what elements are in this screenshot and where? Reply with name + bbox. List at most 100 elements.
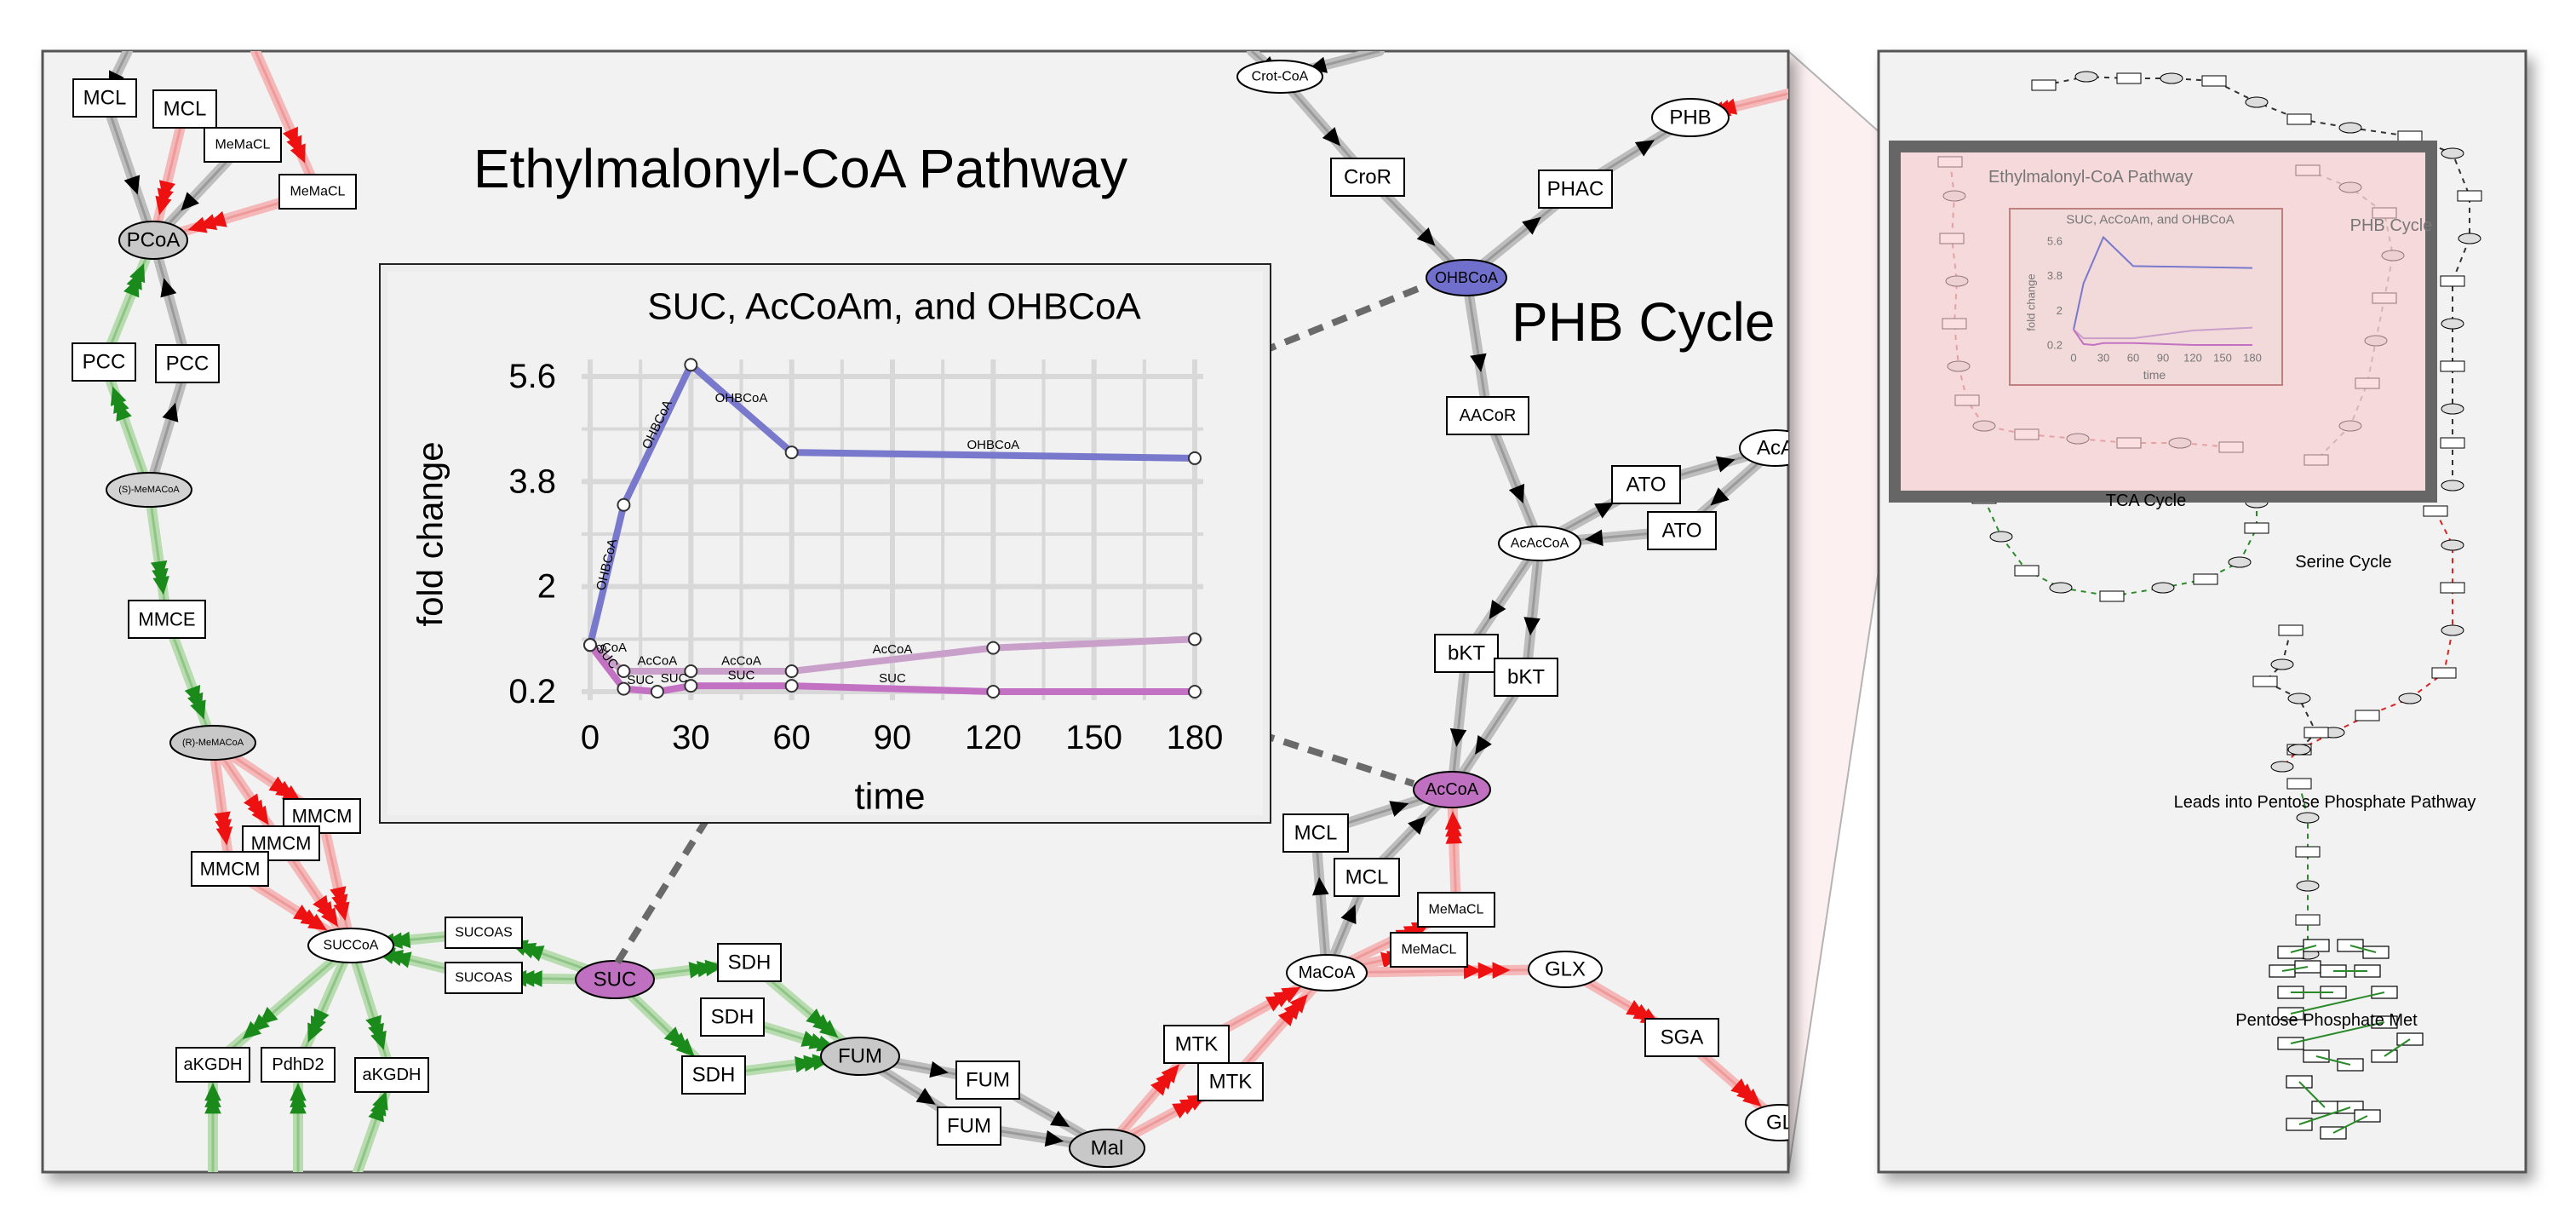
data-point[interactable] [784, 679, 799, 693]
data-point[interactable] [583, 638, 597, 652]
enzyme-sucoas-a[interactable]: SUCOAS [445, 917, 523, 949]
metabolite-succoa[interactable]: SUCCoA [307, 928, 394, 963]
enzyme-ato-b[interactable]: ATO [1647, 511, 1717, 550]
enzyme-fum-b[interactable]: FUM [937, 1106, 1001, 1146]
enzyme-memacl-b[interactable]: MeMaCL [278, 174, 357, 210]
enzyme-pdhd2[interactable]: PdhD2 [261, 1047, 336, 1083]
enzyme-sdh-b[interactable]: SDH [700, 997, 765, 1037]
metabolite-crot-coa[interactable]: Crot-CoA [1236, 60, 1323, 94]
enzyme-mcl-d[interactable]: MCL [1334, 858, 1400, 897]
data-point[interactable] [1188, 685, 1202, 698]
enzyme-label: MTK [1209, 1071, 1253, 1094]
metabolite-node [1236, 60, 1323, 94]
overview-chart-series [2073, 329, 2252, 347]
arrow-head [242, 1020, 262, 1039]
metabolite-aca[interactable]: AcA [1739, 429, 1811, 467]
enzyme-sucoas-b[interactable]: SUCOAS [445, 962, 523, 994]
metabolite-label: (R)-MeMACoA [182, 738, 244, 748]
enzyme-fum-a[interactable]: FUM [955, 1060, 1020, 1100]
arrow-head [1449, 728, 1467, 747]
enzyme-mcl-b[interactable]: MCL [152, 89, 217, 129]
data-point[interactable] [650, 685, 664, 698]
metabolite-phb[interactable]: PHB [1651, 98, 1730, 137]
overview-enzyme [2252, 675, 2278, 687]
data-point[interactable] [684, 664, 698, 679]
data-point[interactable] [986, 685, 1001, 698]
reaction-edge-core [1450, 789, 1458, 911]
enzyme-ato-a[interactable]: ATO [1611, 465, 1681, 504]
enzyme-mtk-b[interactable]: MTK [1197, 1062, 1264, 1101]
enzyme-mcl-c[interactable]: MCL [1282, 813, 1349, 853]
metabolite-acaccoa[interactable]: AcAcCoA [1498, 526, 1581, 561]
arrow-head [307, 1022, 324, 1043]
overview-chart-xtick: 30 [2097, 352, 2109, 365]
metabolite-mal[interactable]: Mal [1069, 1129, 1145, 1168]
enzyme-sdh-c[interactable]: SDH [681, 1055, 746, 1095]
chart-background [387, 272, 1263, 815]
enzyme-bkt-b[interactable]: bKT [1494, 658, 1558, 697]
data-point[interactable] [1188, 632, 1202, 647]
arrow-head [370, 1030, 387, 1050]
enzyme-cror[interactable]: CroR [1330, 158, 1405, 197]
enzyme-label: MeMaCL [215, 138, 271, 152]
enzyme-pcc-b[interactable]: PCC [155, 344, 220, 383]
overview-metabolite [2398, 693, 2422, 704]
data-point[interactable] [1188, 451, 1202, 465]
arrow-head [1340, 904, 1357, 925]
arrow-head [181, 192, 199, 211]
enzyme-aacor[interactable]: AACoR [1446, 396, 1529, 435]
overview-enzyme [2278, 624, 2303, 636]
enzyme-mmce[interactable]: MMCE [128, 600, 206, 639]
metabolite-suc[interactable]: SUC [575, 960, 655, 999]
enzyme-sdh-a[interactable]: SDH [717, 943, 782, 982]
enzyme-sga[interactable]: SGA [1644, 1018, 1719, 1057]
enzyme-label: MeMaCL [290, 185, 346, 199]
enzyme-mmcm-c[interactable]: MMCM [191, 851, 269, 887]
overview-metabolite [2287, 744, 2311, 756]
data-point[interactable] [986, 641, 1001, 655]
overview-chart-xtick: 180 [2243, 352, 2262, 365]
metabolite-r-mmacoa[interactable]: (R)-MeMACoA [169, 725, 256, 761]
reaction-edge-core [1314, 832, 1328, 974]
enzyme-mcl-a[interactable]: MCL [72, 78, 137, 118]
enzyme-phac[interactable]: PHAC [1538, 170, 1613, 209]
enzyme-bkt-a[interactable]: bKT [1434, 634, 1499, 673]
enzyme-akgdh-b[interactable]: aKGDH [354, 1057, 429, 1093]
metabolite-node [1286, 954, 1368, 991]
data-point[interactable] [684, 358, 698, 372]
arrow-head [1715, 456, 1736, 473]
data-point[interactable] [784, 445, 799, 460]
metabolite-fum[interactable]: FUM [820, 1037, 900, 1076]
arrow-head [290, 143, 306, 164]
enzyme-akgdh-a[interactable]: aKGDH [175, 1047, 250, 1083]
x-tick-label: 90 [874, 719, 912, 756]
data-point[interactable] [617, 681, 631, 696]
enzyme-box [1163, 1025, 1230, 1064]
enzyme-pcc-a[interactable]: PCC [72, 342, 136, 382]
overview-metabolite [2074, 71, 2098, 83]
enzyme-mtk-a[interactable]: MTK [1163, 1025, 1230, 1064]
arrow-head [281, 785, 301, 802]
arrow-head [818, 1020, 839, 1038]
metabolite-gl[interactable]: GL [1745, 1104, 1814, 1141]
metabolite-acoa[interactable]: AcCoA [1413, 771, 1491, 808]
overview-metabolite [2160, 72, 2183, 84]
enzyme-memacl-a[interactable]: MeMaCL [204, 127, 282, 163]
overview-metabolite [2287, 693, 2311, 704]
viewport-frame[interactable] [1889, 141, 2437, 503]
data-point[interactable] [617, 497, 631, 512]
arrow-head [290, 1083, 307, 1101]
metabolite-macoa[interactable]: MaCoA [1286, 954, 1368, 991]
data-point[interactable] [784, 664, 799, 679]
data-point[interactable] [617, 664, 631, 679]
enzyme-memacl-c[interactable]: MeMaCL [1417, 892, 1495, 928]
data-point[interactable] [684, 679, 698, 693]
metabolite-pcoa[interactable]: PCoA [118, 221, 188, 260]
enzyme-mmcm-a[interactable]: MMCM [283, 798, 361, 834]
metabolite-ohbcoa[interactable]: OHBCoA [1426, 259, 1507, 296]
metabolite-s-mmacoa[interactable]: (S)-MeMACoA [106, 472, 192, 508]
enzyme-memacl-d[interactable]: MeMaCL [1390, 932, 1468, 968]
overview-chart-ytick: 2 [2057, 304, 2063, 317]
overview-metabolite [2270, 658, 2294, 670]
metabolite-glx[interactable]: GLX [1528, 951, 1603, 988]
